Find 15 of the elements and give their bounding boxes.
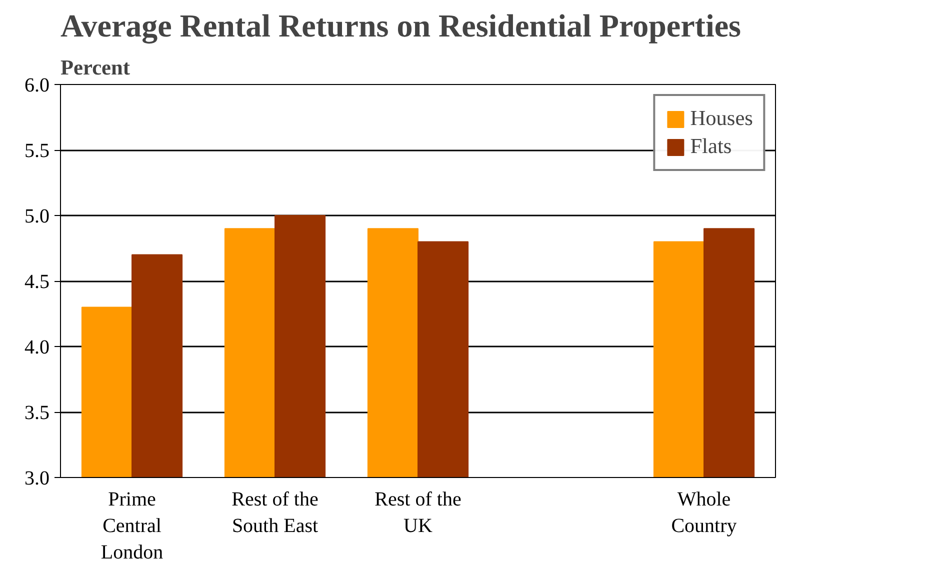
- legend-label: Houses: [690, 106, 753, 131]
- y-tick-label: 5.0: [24, 206, 50, 228]
- chart-title: Average Rental Returns on Residential Properties: [60, 8, 741, 44]
- legend-label: Flats: [690, 134, 732, 159]
- x-tick-label: Whole Country: [671, 488, 737, 537]
- y-tick-label: 3.0: [24, 468, 50, 490]
- x-tick-label: Rest of the South East: [232, 488, 318, 537]
- y-axis-title: Percent: [60, 56, 131, 80]
- y-tick-label: 5.5: [24, 140, 50, 162]
- y-tick-label: 3.5: [24, 402, 50, 424]
- x-tick-label: Rest of the UK: [374, 488, 462, 537]
- y-tick-label: 4.5: [24, 271, 50, 293]
- x-tick-label: Prime Central London: [100, 488, 164, 564]
- y-tick-label: 6.0: [24, 74, 50, 96]
- y-tick-label: 4.0: [24, 336, 50, 358]
